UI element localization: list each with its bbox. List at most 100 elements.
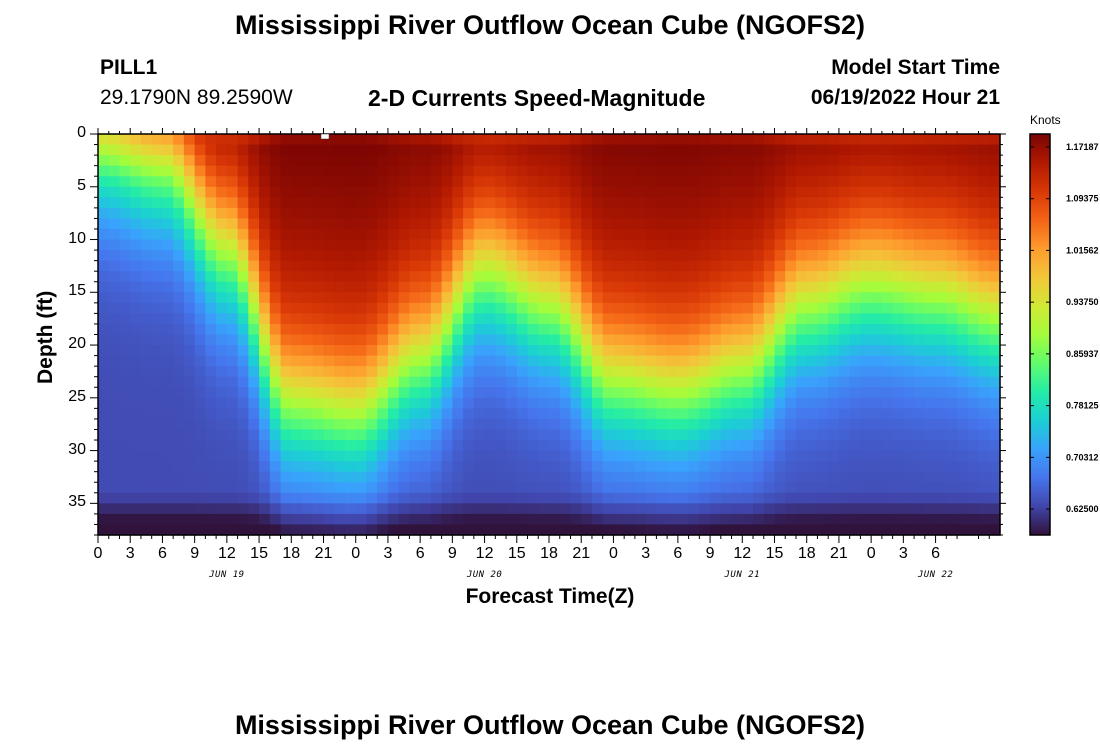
heatmap-cell <box>441 376 453 388</box>
heatmap-cell <box>538 271 550 283</box>
heatmap-cell <box>613 302 625 314</box>
heatmap-cell <box>506 461 518 473</box>
heatmap-cell <box>742 207 754 220</box>
heatmap-cell <box>828 503 840 515</box>
heatmap-cell <box>130 366 142 378</box>
heatmap-cell <box>559 418 572 431</box>
heatmap-cell <box>731 207 743 220</box>
heatmap-cell <box>366 260 378 272</box>
heatmap-cell <box>506 176 518 188</box>
heatmap-cell <box>409 218 421 230</box>
heatmap-cell <box>538 334 550 346</box>
heatmap-cell <box>151 492 164 504</box>
heatmap-cell <box>828 461 840 473</box>
heatmap-cell <box>194 186 206 198</box>
heatmap-cell <box>742 408 754 420</box>
heatmap-cell <box>688 228 700 241</box>
heatmap-cell <box>183 429 196 441</box>
heatmap-cell <box>409 471 421 483</box>
heatmap-cell <box>248 376 260 388</box>
heatmap-cell <box>259 239 271 251</box>
heatmap-cell <box>978 513 990 526</box>
heatmap-cell <box>763 165 776 177</box>
heatmap-cell <box>151 197 164 209</box>
heatmap-cell <box>591 281 604 293</box>
heatmap-cell <box>817 207 829 220</box>
heatmap-cell <box>656 218 668 230</box>
heatmap-cell <box>183 513 196 526</box>
heatmap-cell <box>377 323 389 336</box>
heatmap-cell <box>763 207 776 220</box>
heatmap-cell <box>355 524 368 536</box>
heatmap-cell <box>334 281 346 293</box>
heatmap-cell <box>269 323 282 336</box>
heatmap-cell <box>98 429 110 441</box>
heatmap-cell <box>634 207 647 220</box>
heatmap-cell <box>183 408 196 420</box>
heatmap-cell <box>473 355 486 367</box>
heatmap-cell <box>613 397 625 409</box>
heatmap-cell <box>763 376 776 388</box>
heatmap-cell <box>538 186 550 198</box>
heatmap-cell <box>602 176 615 188</box>
heatmap-cell <box>978 271 990 283</box>
heatmap-cell <box>506 260 518 272</box>
heatmap-cell <box>785 440 797 452</box>
heatmap-cell <box>98 345 110 357</box>
heatmap-cell <box>914 387 926 399</box>
heatmap-cell <box>216 418 228 431</box>
heatmap-cell <box>645 144 657 156</box>
heatmap-cell <box>420 186 432 198</box>
heatmap-cell <box>602 197 615 209</box>
heatmap-cell <box>140 408 153 420</box>
heatmap-cell <box>946 155 958 167</box>
heatmap-cell <box>570 292 582 304</box>
heatmap-cell <box>763 513 776 526</box>
heatmap-cell <box>259 323 271 336</box>
heatmap-cell <box>387 440 400 452</box>
heatmap-cell <box>581 313 593 325</box>
heatmap-cell <box>581 250 593 262</box>
heatmap-cell <box>237 461 249 473</box>
heatmap-cell <box>860 461 872 473</box>
heatmap-cell <box>699 260 711 272</box>
heatmap-cell <box>216 440 228 452</box>
heatmap-cell <box>473 387 486 399</box>
heatmap-cell <box>656 450 668 462</box>
heatmap-cell <box>409 186 421 198</box>
heatmap-cell <box>591 155 604 167</box>
heatmap-cell <box>978 482 990 494</box>
heatmap-cell <box>280 250 292 262</box>
heatmap-cell <box>645 376 657 388</box>
heatmap-cell <box>344 387 357 399</box>
heatmap-cell <box>914 134 926 146</box>
heatmap-cell <box>967 239 980 251</box>
heatmap-cell <box>774 271 786 283</box>
heatmap-cell <box>871 281 883 293</box>
heatmap-cell <box>903 292 915 304</box>
heatmap-cell <box>237 186 249 198</box>
heatmap-cell <box>216 397 228 409</box>
heatmap-cell <box>591 440 604 452</box>
heatmap-cell <box>645 418 657 431</box>
heatmap-cell <box>398 271 411 283</box>
heatmap-cell <box>162 461 174 473</box>
heatmap-cell <box>656 345 668 357</box>
heatmap-cell <box>581 482 593 494</box>
heatmap-cell <box>828 355 840 367</box>
heatmap-cell <box>881 376 894 388</box>
heatmap-cell <box>957 260 969 272</box>
heatmap-cell <box>892 334 904 346</box>
heatmap-cell <box>280 186 292 198</box>
heatmap-cell <box>441 207 453 220</box>
heatmap-cell <box>624 471 636 483</box>
heatmap-cell <box>269 429 282 441</box>
heatmap-cell <box>892 376 904 388</box>
heatmap-cell <box>634 482 647 494</box>
heatmap-cell <box>409 376 421 388</box>
heatmap-cell <box>323 376 335 388</box>
heatmap-cell <box>849 250 862 262</box>
heatmap-cell <box>753 418 765 431</box>
heatmap-cell <box>216 260 228 272</box>
heatmap-cell <box>838 281 851 293</box>
